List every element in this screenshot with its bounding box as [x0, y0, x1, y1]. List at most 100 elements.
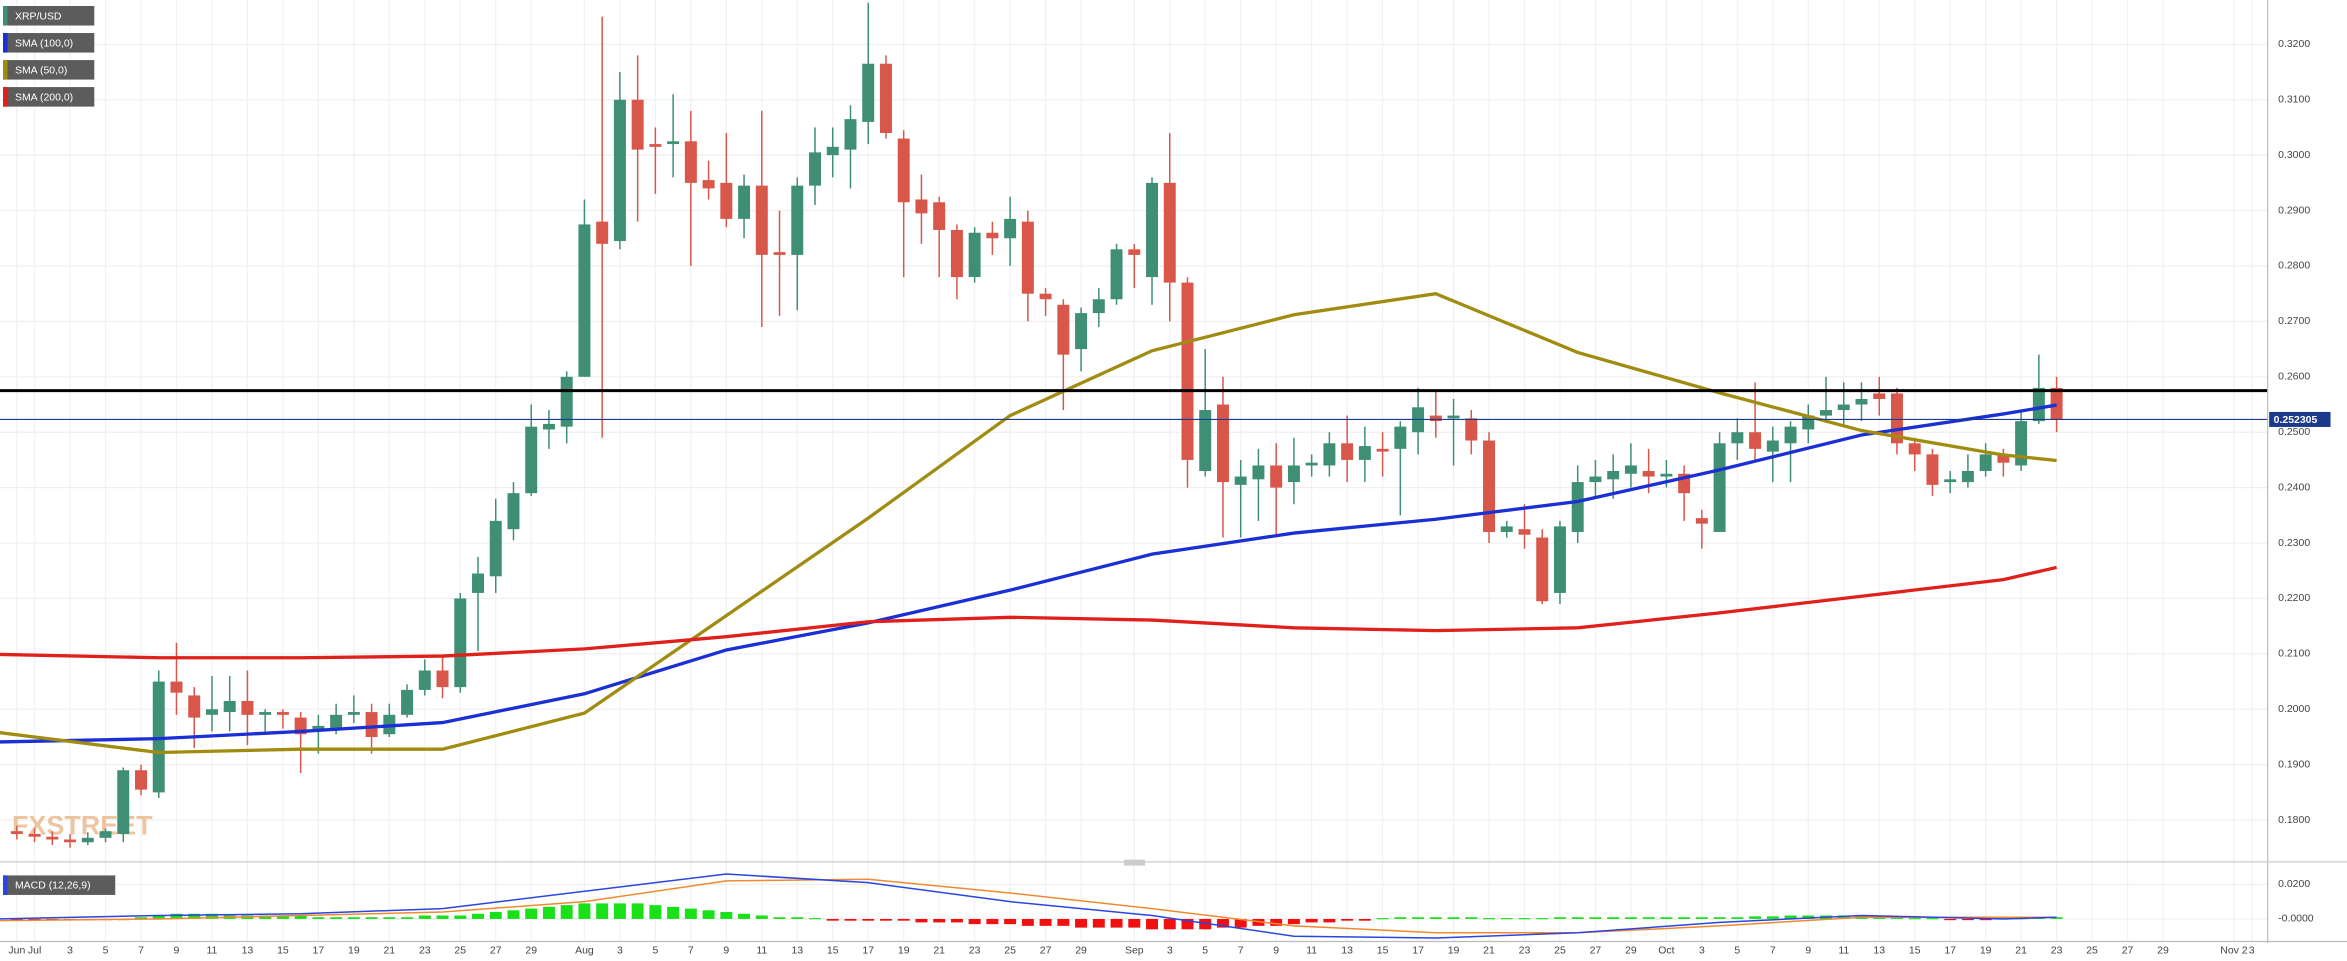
candle-body: [1234, 476, 1247, 485]
candle-body: [170, 681, 183, 693]
candle-body: [1252, 465, 1265, 480]
candle-body: [152, 681, 165, 793]
x-tick-label: 9: [723, 945, 729, 956]
macd-histogram-bar: [1341, 918, 1354, 921]
macd-histogram-bar: [1536, 918, 1549, 920]
macd-line: [0, 873, 2057, 939]
y-tick-label: -0.0000: [2278, 914, 2314, 925]
x-tick-label: 13: [242, 945, 254, 956]
candle-body: [1695, 518, 1708, 524]
candle-body: [1429, 415, 1442, 422]
candle-body: [46, 836, 59, 840]
candle-body: [1092, 299, 1105, 314]
candle-body: [1997, 454, 2010, 463]
candle-body: [1908, 443, 1921, 455]
candle-body: [2050, 387, 2063, 420]
macd-histogram-bar: [1589, 917, 1602, 919]
macd-histogram-bar: [188, 913, 201, 919]
y-tick-label: 0.2400: [2278, 482, 2310, 493]
x-tick-label: 13: [1873, 945, 1885, 956]
candle-body: [1128, 249, 1141, 255]
candle-body: [1039, 293, 1052, 300]
candle-body: [117, 770, 130, 834]
candle-body: [596, 221, 609, 244]
candle-body: [1749, 432, 1762, 449]
last-price-box: [2269, 411, 2331, 427]
macd-histogram-bar: [1518, 918, 1531, 920]
candle-body: [418, 670, 431, 690]
candle-body: [755, 185, 768, 255]
x-tick-label: 23: [969, 945, 981, 956]
x-tick-label: Aug: [575, 945, 594, 956]
x-tick-label: 29: [1075, 945, 1087, 956]
candle-body: [1163, 182, 1176, 283]
x-tick-label: 17: [313, 945, 325, 956]
macd-histogram-bar: [1607, 917, 1620, 919]
candle-body: [1820, 410, 1833, 416]
candle-body: [702, 180, 715, 189]
x-tick-label: Oct: [1658, 945, 1674, 956]
x-tick-label: 7: [688, 945, 694, 956]
macd-histogram-bar: [276, 915, 289, 919]
legend-swatch: [2, 87, 8, 107]
candle-body: [1110, 249, 1123, 300]
candle-body: [560, 376, 573, 427]
macd-histogram-bar: [1695, 917, 1708, 919]
macd-histogram-bar: [649, 905, 662, 919]
x-tick-label: 3: [1699, 945, 1705, 956]
macd-histogram-bar: [1004, 918, 1017, 925]
candle-body: [1146, 182, 1159, 278]
macd-histogram-bar: [1483, 918, 1496, 920]
candle-body: [897, 138, 910, 203]
y-tick-label: 0.3200: [2278, 39, 2310, 50]
candle-body: [1766, 440, 1779, 452]
legend-box: [2, 6, 95, 26]
macd-histogram-bar: [631, 903, 644, 919]
macd-histogram-bar: [933, 918, 946, 923]
x-tick-label: 13: [1341, 945, 1353, 956]
x-tick-label: 15: [1909, 945, 1921, 956]
macd-histogram-bar: [1092, 918, 1105, 928]
candle-body: [1944, 479, 1957, 483]
macd-histogram-bar: [1234, 918, 1247, 928]
macd-histogram-bar: [1358, 918, 1371, 921]
grid: [0, 0, 2268, 942]
candle-body: [1057, 304, 1070, 355]
x-tick-label: 23: [419, 945, 431, 956]
macd-histogram-bar: [720, 912, 733, 919]
x-tick-label: 19: [348, 945, 360, 956]
candle-body: [1376, 448, 1389, 452]
macd-histogram-bar: [1837, 915, 1850, 919]
macd-histogram-bar: [755, 915, 768, 919]
candle-body: [472, 573, 484, 593]
macd-histogram-bar: [1961, 918, 1974, 921]
legend-box: [2, 87, 95, 107]
macd-histogram-bar: [596, 903, 609, 919]
macd-histogram-bar: [1163, 918, 1176, 930]
macd-histogram-bar: [1057, 918, 1070, 926]
x-tick-label: Jul: [28, 945, 41, 956]
macd-histogram-bar: [259, 915, 272, 919]
macd-histogram-bar: [1305, 918, 1318, 923]
candle-body: [1181, 282, 1194, 460]
candle-body: [454, 598, 467, 688]
candle-body: [1926, 454, 1939, 485]
macd-histogram-bar: [826, 918, 839, 921]
x-tick-label: 9: [174, 945, 180, 956]
macd-pane: [0, 873, 2063, 939]
macd-histogram-bar: [1021, 918, 1034, 926]
x-tick-label: 19: [1980, 945, 1992, 956]
x-tick-label: 15: [277, 945, 289, 956]
y-tick-label: 0.2500: [2278, 427, 2310, 438]
x-tick-label: 27: [1040, 945, 1052, 956]
y-tick-label: 0.2300: [2278, 538, 2310, 549]
legend-box: [2, 60, 95, 80]
candle-body: [915, 199, 928, 214]
sma-line: [0, 403, 2057, 744]
candle-body: [241, 700, 254, 715]
macd-histogram-bar: [879, 918, 892, 921]
macd-histogram-bar: [2050, 917, 2063, 919]
candle-body: [205, 709, 218, 715]
